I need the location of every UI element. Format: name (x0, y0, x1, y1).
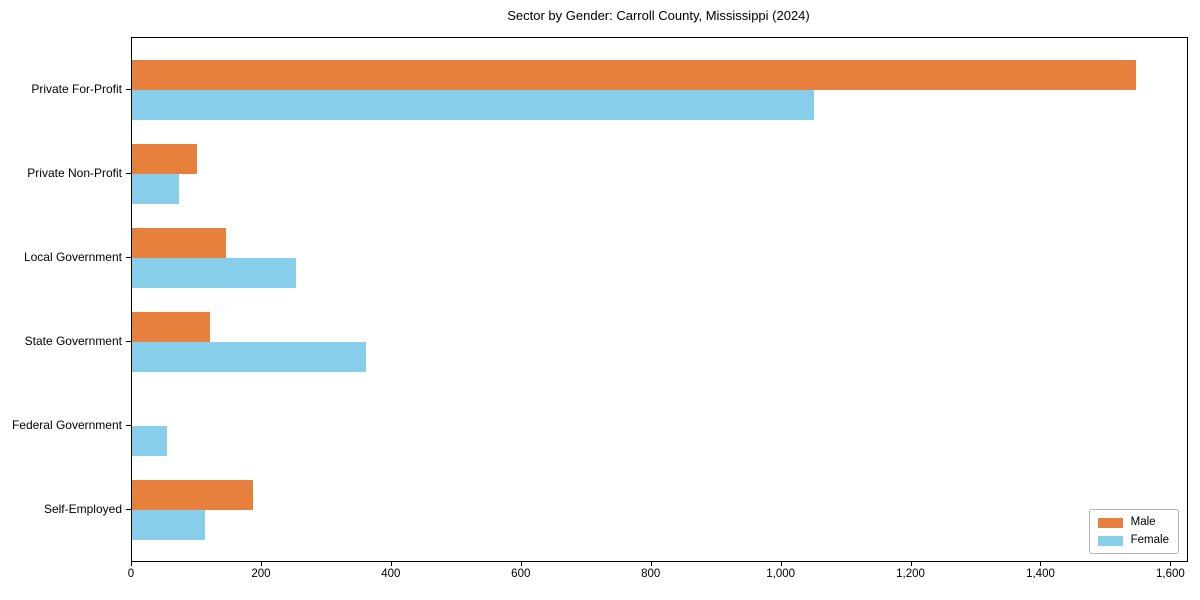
bar-male-local-government (132, 227, 226, 258)
legend-swatch-female (1097, 535, 1123, 546)
bar-male-private-non-profit (132, 143, 197, 174)
x-tick-label-1000: 1,000 (766, 568, 796, 580)
x-tick-800 (650, 561, 652, 566)
legend-label-male: Male (1130, 516, 1156, 528)
legend-item-male: Male (1097, 516, 1169, 529)
x-tick-label-1600: 1,600 (1156, 568, 1185, 580)
y-axis-label-local-government: Local Government (23, 249, 122, 264)
chart-title: Sector by Gender: Carroll County, Missis… (507, 8, 810, 23)
y-tick-state-government (126, 340, 131, 342)
bar-male-self-employed (132, 479, 254, 510)
y-tick-local-government (126, 256, 131, 258)
legend: Male Female (1088, 509, 1179, 554)
y-axis-label-private-for-profit: Private For-Profit (31, 81, 122, 96)
x-tick-1400 (1040, 561, 1042, 566)
x-tick-label-0: 0 (127, 568, 135, 580)
y-axis-label-state-government: State Government (24, 333, 122, 348)
x-tick-label-1200: 1,200 (896, 568, 925, 580)
legend-label-female: Female (1130, 534, 1169, 546)
x-tick-label-400: 400 (381, 568, 401, 580)
bar-male-state-government (132, 311, 210, 342)
y-axis-label-private-non-profit: Private Non-Profit (27, 165, 122, 180)
y-axis-label-federal-government: Federal Government (11, 417, 122, 432)
y-tick-self-employed (126, 508, 131, 510)
y-tick-federal-government (126, 424, 131, 426)
bar-female-state-government (132, 341, 366, 372)
bar-female-self-employed (132, 509, 206, 540)
legend-item-female: Female (1097, 534, 1169, 547)
x-tick-600 (520, 561, 522, 566)
y-tick-private-for-profit (126, 88, 131, 90)
bar-female-local-government (132, 257, 297, 288)
y-tick-private-non-profit (126, 172, 131, 174)
bar-male-private-for-profit (132, 59, 1137, 90)
bar-female-private-for-profit (132, 89, 815, 120)
x-tick-label-600: 600 (511, 568, 531, 580)
x-tick-400 (390, 561, 392, 566)
plot-area: Male Female (131, 37, 1188, 562)
y-axis-label-self-employed: Self-Employed (43, 501, 122, 516)
bar-female-federal-government (132, 425, 168, 456)
x-tick-200 (260, 561, 262, 566)
x-tick-label-200: 200 (251, 568, 271, 580)
legend-swatch-male (1097, 517, 1123, 528)
x-tick-label-1400: 1,400 (1026, 568, 1055, 580)
x-tick-0 (131, 561, 132, 566)
x-tick-1600 (1170, 561, 1172, 566)
x-tick-1200 (910, 561, 912, 566)
x-tick-label-800: 800 (641, 568, 661, 580)
bar-female-private-non-profit (132, 173, 180, 204)
x-tick-1000 (780, 561, 782, 566)
